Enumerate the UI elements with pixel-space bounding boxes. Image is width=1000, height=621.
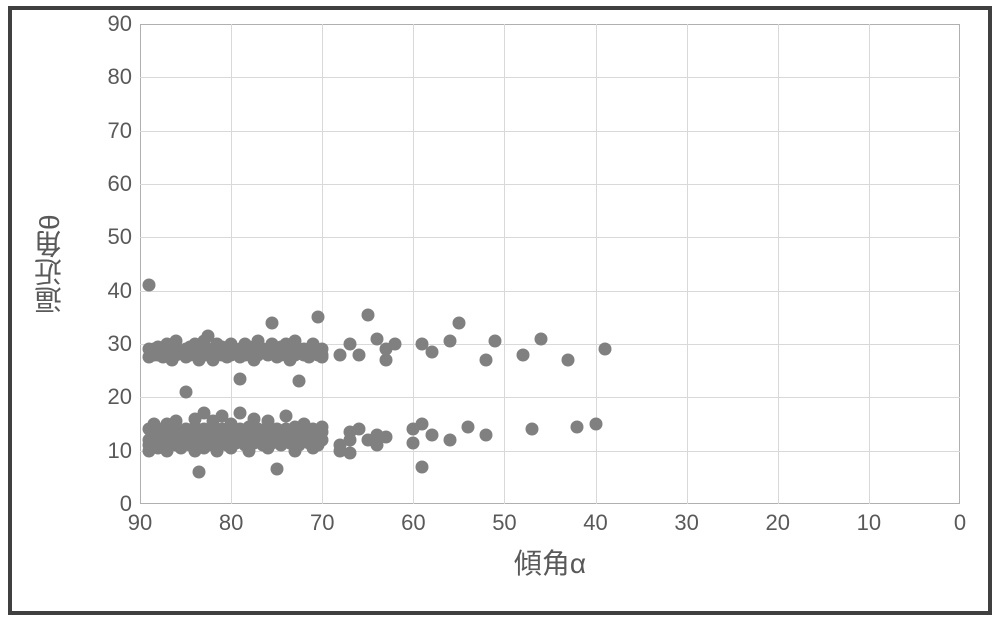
data-point xyxy=(380,354,393,367)
data-point xyxy=(316,420,329,433)
gridline-v xyxy=(778,24,779,504)
gridline-v xyxy=(869,24,870,504)
y-tick-label: 80 xyxy=(82,66,132,88)
data-point xyxy=(598,343,611,356)
x-tick-label: 0 xyxy=(935,512,985,534)
gridline-h xyxy=(140,184,960,185)
x-tick-label: 10 xyxy=(844,512,894,534)
data-point xyxy=(389,338,402,351)
data-point xyxy=(293,375,306,388)
data-point xyxy=(525,423,538,436)
y-tick-label: 40 xyxy=(82,280,132,302)
data-point xyxy=(589,418,602,431)
gridline-h xyxy=(140,397,960,398)
data-point xyxy=(571,420,584,433)
data-point xyxy=(361,308,374,321)
y-tick-label: 20 xyxy=(82,386,132,408)
gridline-h xyxy=(140,291,960,292)
data-point xyxy=(193,466,206,479)
data-point xyxy=(534,332,547,345)
x-tick-label: 30 xyxy=(662,512,712,534)
y-axis-title: 逼近角θ xyxy=(30,194,70,334)
x-tick-label: 60 xyxy=(388,512,438,534)
data-point xyxy=(179,386,192,399)
data-point xyxy=(270,463,283,476)
data-point xyxy=(266,316,279,329)
x-tick-label: 80 xyxy=(206,512,256,534)
gridline-h xyxy=(140,77,960,78)
data-point xyxy=(489,335,502,348)
data-point xyxy=(311,311,324,324)
data-point xyxy=(425,428,438,441)
gridline-v xyxy=(504,24,505,504)
data-point xyxy=(480,354,493,367)
gridline-h xyxy=(140,131,960,132)
data-point xyxy=(452,316,465,329)
x-tick-label: 70 xyxy=(297,512,347,534)
data-point xyxy=(234,372,247,385)
gridline-v xyxy=(687,24,688,504)
data-point xyxy=(143,279,156,292)
data-point xyxy=(480,428,493,441)
data-point xyxy=(334,348,347,361)
y-tick-label: 60 xyxy=(82,173,132,195)
data-point xyxy=(416,460,429,473)
data-point xyxy=(407,436,420,449)
data-point xyxy=(562,354,575,367)
y-tick-label: 70 xyxy=(82,120,132,142)
data-point xyxy=(234,407,247,420)
x-tick-label: 40 xyxy=(571,512,621,534)
x-tick-label: 20 xyxy=(753,512,803,534)
gridline-v xyxy=(596,24,597,504)
data-point xyxy=(380,431,393,444)
data-point xyxy=(343,447,356,460)
y-tick-label: 10 xyxy=(82,440,132,462)
y-tick-label: 30 xyxy=(82,333,132,355)
x-tick-label: 90 xyxy=(115,512,165,534)
data-point xyxy=(352,348,365,361)
data-point xyxy=(462,420,475,433)
y-tick-label: 90 xyxy=(82,13,132,35)
x-axis-title: 傾角α xyxy=(490,542,610,582)
data-point xyxy=(443,335,456,348)
gridline-h xyxy=(140,237,960,238)
data-point xyxy=(443,434,456,447)
data-point xyxy=(425,346,438,359)
y-tick-label: 50 xyxy=(82,226,132,248)
data-point xyxy=(316,343,329,356)
x-tick-label: 50 xyxy=(479,512,529,534)
data-point xyxy=(316,434,329,447)
data-point xyxy=(516,348,529,361)
